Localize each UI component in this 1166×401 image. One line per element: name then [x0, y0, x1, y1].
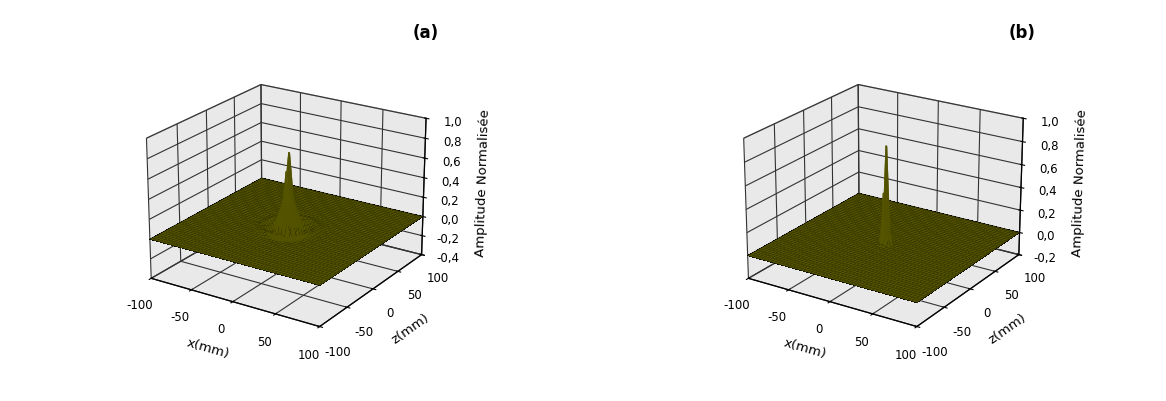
X-axis label: x(mm): x(mm): [184, 336, 231, 360]
Y-axis label: z(mm): z(mm): [389, 311, 431, 346]
X-axis label: x(mm): x(mm): [782, 336, 828, 360]
Text: (a): (a): [413, 24, 438, 42]
Text: (b): (b): [1009, 24, 1037, 42]
Y-axis label: z(mm): z(mm): [986, 311, 1028, 346]
